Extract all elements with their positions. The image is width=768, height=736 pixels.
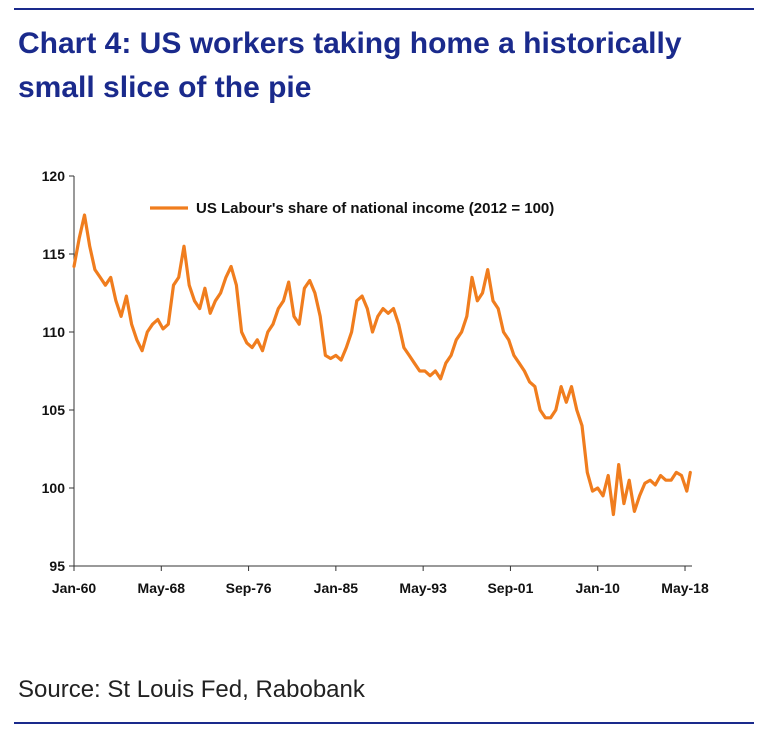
y-axis-ticks: 95 100 105 110 115 120 [42,168,74,574]
series-layer [72,213,692,517]
series-line [72,213,692,517]
y-tick-label: 110 [42,324,65,340]
y-tick-label: 95 [49,558,65,574]
y-tick-label: 120 [42,168,66,184]
chart-legend: US Labour's share of national income (20… [150,200,554,217]
x-tick-label: May-18 [661,580,709,596]
x-tick-label: Sep-76 [226,580,272,596]
x-tick-label: Jan-60 [52,580,97,596]
top-rule [14,8,754,10]
x-tick-label: May-93 [399,580,447,596]
source-note: Source: St Louis Fed, Rabobank [18,676,365,703]
x-tick-label: Jan-10 [576,580,621,596]
y-tick-label: 100 [42,480,66,496]
x-axis-ticks: Jan-60 May-68 Sep-76 Jan-85 May-93 Sep-01 Jan-… [52,566,709,596]
chart-title: Chart 4: US workers taking home a histor… [18,27,682,104]
y-tick-label: 105 [42,402,66,418]
legend-label: US Labour's share of national income (20… [196,200,554,217]
chart-axes [73,176,692,567]
x-tick-label: Jan-85 [314,580,359,596]
y-tick-label: 115 [42,246,65,262]
bottom-rule [14,722,754,724]
x-tick-label: May-68 [138,580,186,596]
x-tick-label: Sep-01 [487,580,533,596]
